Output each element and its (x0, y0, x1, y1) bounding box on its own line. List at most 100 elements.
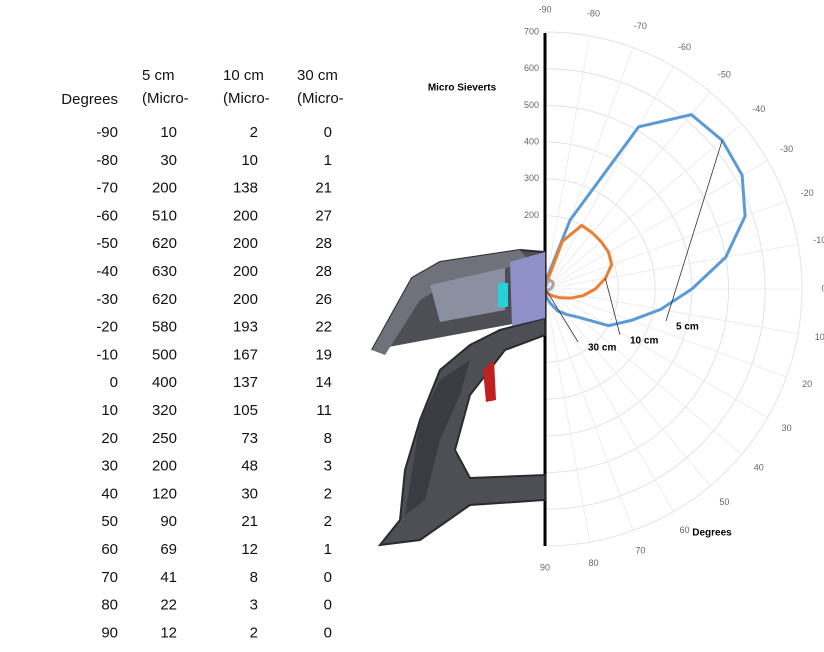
table-cell: 0 (324, 569, 332, 586)
angle-tick-label: -20 (801, 188, 814, 198)
series-label: 10 cm (630, 336, 658, 347)
table-cell: 1 (324, 152, 332, 169)
grid-spoke (545, 289, 787, 377)
device-image (372, 250, 545, 545)
table-header: 5 cm (142, 67, 175, 84)
table-cell: 50 (101, 513, 118, 530)
table-cell: 0 (324, 124, 332, 141)
table-cell: 138 (233, 180, 258, 197)
table-cell: -60 (96, 207, 118, 224)
table-cell: 200 (233, 235, 258, 252)
table-cell: 2 (324, 485, 332, 502)
table-cell: 21 (315, 180, 332, 197)
table-cell: 73 (241, 430, 258, 447)
table-cell: 320 (152, 402, 177, 419)
table-cell: 30 (101, 458, 118, 475)
angle-tick-label: -10 (813, 235, 824, 245)
table-cell: 30 (241, 485, 258, 502)
angle-tick-label: 80 (588, 558, 598, 568)
angle-tick-label: 30 (782, 423, 792, 433)
table-cell: 193 (233, 319, 258, 336)
table-cell: 70 (101, 569, 118, 586)
series-label: 30 cm (588, 343, 616, 354)
angle-tick-label: -70 (634, 21, 647, 31)
table-cell: -50 (96, 235, 118, 252)
table-cell: 21 (241, 513, 258, 530)
table-cell: 90 (101, 624, 118, 641)
table-cell: 0 (324, 597, 332, 614)
table-cell: 28 (315, 263, 332, 280)
r-tick-label: 500 (524, 100, 539, 110)
table-cell: 8 (324, 430, 332, 447)
table-cell: -40 (96, 263, 118, 280)
table-cell: 19 (315, 346, 332, 363)
angle-tick-label: 60 (679, 525, 689, 535)
table-cell: 3 (324, 458, 332, 475)
table-cell: 2 (250, 124, 258, 141)
table-cell: 40 (101, 485, 118, 502)
table-cell: 10 (101, 402, 118, 419)
table-cell: 26 (315, 291, 332, 308)
angle-tick-label: 90 (540, 562, 550, 572)
table-cell: 90 (160, 513, 177, 530)
table-cell: 11 (316, 402, 332, 419)
chart-title: Micro Sieverts (428, 83, 497, 94)
angle-tick-label: -50 (718, 70, 731, 80)
table-cell: 620 (152, 291, 177, 308)
table-cell: 580 (152, 319, 177, 336)
angle-tick-label: -30 (780, 144, 793, 154)
table-cell: 500 (152, 346, 177, 363)
table-cell: 20 (101, 430, 118, 447)
table-cell: 60 (101, 541, 118, 558)
table-cell: 105 (233, 402, 258, 419)
table-header: (Micro- (223, 90, 270, 107)
table-cell: 48 (241, 458, 258, 475)
table-cell: 167 (233, 346, 258, 363)
table-cell: 200 (233, 207, 258, 224)
table-header: Degrees (61, 91, 118, 108)
table-cell: 620 (152, 235, 177, 252)
table-cell: 200 (152, 180, 177, 197)
grid-spoke (545, 289, 742, 454)
table-cell: 14 (315, 374, 332, 391)
table-cell: 41 (160, 569, 177, 586)
angle-tick-label: 20 (802, 379, 812, 389)
table-cell: 69 (160, 541, 177, 558)
table-cell: 400 (152, 374, 177, 391)
table-cell: 10 (241, 152, 258, 169)
table-cell: -30 (96, 291, 118, 308)
table-cell: 200 (233, 263, 258, 280)
angle-tick-label: 50 (719, 497, 729, 507)
grid-spoke (545, 289, 633, 531)
table-cell: 0 (110, 374, 118, 391)
table-cell: 200 (152, 458, 177, 475)
table-cell: 30 (160, 152, 177, 169)
table-cell: 250 (152, 430, 177, 447)
table-cell: 8 (250, 569, 258, 586)
grid-spoke (545, 201, 787, 289)
table-cell: 0 (324, 624, 332, 641)
table-header: 30 cm (297, 67, 338, 84)
grid-spoke (545, 289, 710, 486)
table-cell: 2 (250, 624, 258, 641)
table-cell: 12 (241, 541, 258, 558)
r-tick-label: 600 (524, 63, 539, 73)
table-cell: 3 (250, 597, 258, 614)
table-cell: 1 (324, 541, 332, 558)
r-tick-label: 200 (524, 210, 539, 220)
angle-axis-title: Degrees (692, 528, 732, 539)
angle-tick-label: -80 (587, 9, 600, 19)
table-cell: 22 (160, 597, 177, 614)
table-cell: 137 (233, 374, 258, 391)
r-tick-label: 400 (524, 137, 539, 147)
angle-tick-label: -90 (538, 4, 551, 14)
angle-tick-label: -60 (678, 42, 691, 52)
table-cell: 2 (324, 513, 332, 530)
table-header: (Micro- (297, 90, 344, 107)
table-cell: 510 (152, 207, 177, 224)
table-cell: 120 (152, 485, 177, 502)
angle-tick-label: 70 (635, 546, 645, 556)
table-cell: 630 (152, 263, 177, 280)
table-cell: 27 (315, 207, 332, 224)
